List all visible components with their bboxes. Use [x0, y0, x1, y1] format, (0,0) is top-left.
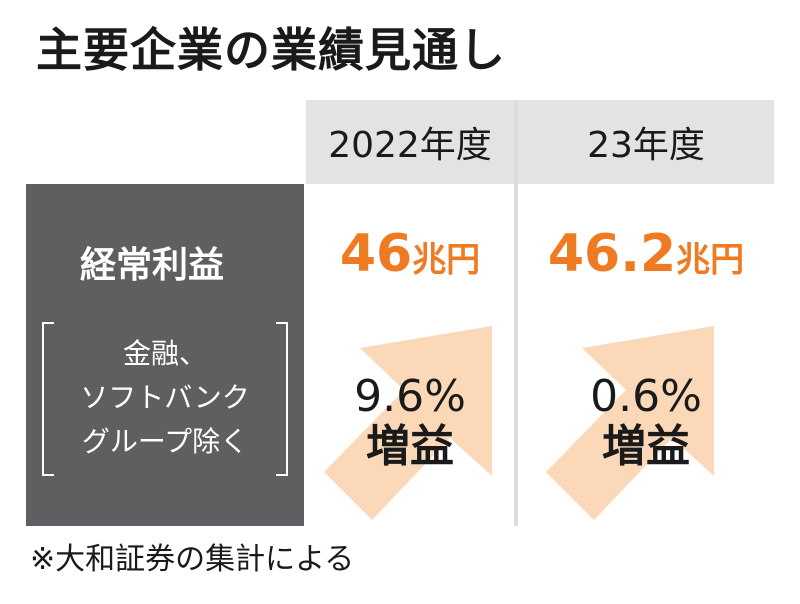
value-2022-unit: 兆円 [412, 240, 481, 280]
value-2022-number: 46 [339, 224, 413, 284]
note-line-2: ソフトバンク [80, 381, 250, 414]
row-label-box [26, 184, 304, 526]
growth-2022: 9.6% 増益 [306, 372, 514, 472]
left-bracket [42, 322, 54, 476]
page-title: 主要企業の業績見通し [36, 23, 506, 77]
column-header-2022: 2022年度 [306, 100, 514, 184]
growth-2022-label: 増益 [366, 421, 454, 472]
footnote: ※大和証券の集計による [30, 542, 355, 577]
growth-2023: 0.6% 増益 [518, 372, 774, 472]
up-right-arrow-icon [324, 326, 492, 520]
note-line-3: グループ除く [81, 425, 249, 458]
value-2023-number: 46.2 [547, 224, 677, 284]
column-divider [514, 100, 518, 526]
right-bracket [276, 322, 288, 476]
column-header-2023: 23年度 [518, 100, 774, 184]
up-right-arrow-icon [546, 326, 714, 520]
value-2023-unit: 兆円 [676, 240, 745, 280]
row-label-ordinary-profit: 経常利益 [79, 245, 224, 286]
growth-2023-label: 増益 [602, 421, 690, 472]
note-line-1: 金融、 [122, 337, 207, 370]
growth-2022-percent: 9.6% [354, 371, 466, 422]
value-2022: 46兆円 [306, 224, 514, 284]
value-2023: 46.2兆円 [518, 224, 774, 284]
growth-2023-percent: 0.6% [590, 371, 702, 422]
